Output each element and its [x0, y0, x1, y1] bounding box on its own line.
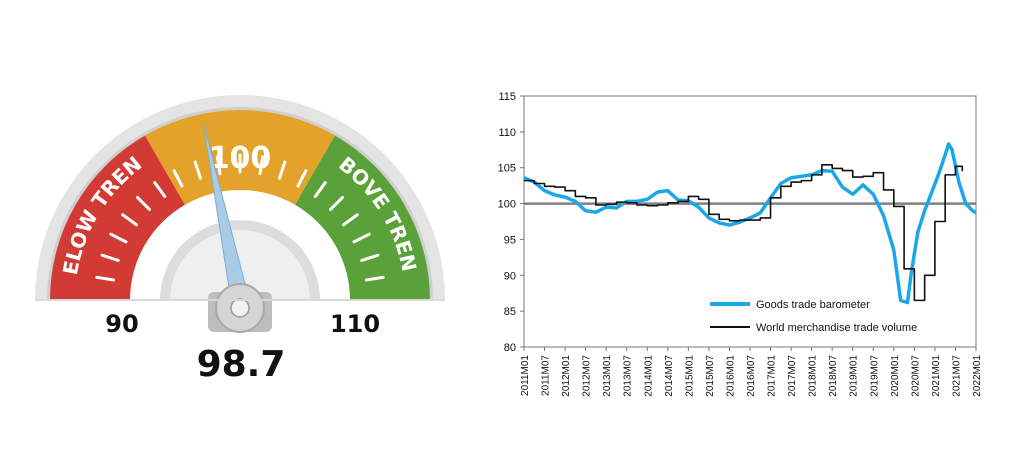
x-tick-label: 2016M01: [725, 355, 736, 397]
legend: Goods trade barometer World merchandise …: [710, 299, 917, 334]
plot-area: [523, 95, 977, 348]
gauge-ticks: [95, 153, 385, 282]
x-tick-label: 2014M01: [643, 355, 654, 397]
x-tick-label: 2015M01: [684, 355, 695, 397]
gauge-tick: [193, 160, 202, 180]
y-tick-label: 80: [504, 342, 516, 354]
y-tick-label: 95: [504, 234, 516, 246]
x-tick-label: 2013M07: [623, 355, 634, 397]
x-tick-label: 2012M07: [582, 355, 593, 397]
gauge-tick: [352, 232, 371, 244]
gauge-tick: [329, 195, 345, 211]
x-tick-label: 2018M01: [808, 355, 819, 397]
series-line-trade-volume: [524, 164, 964, 302]
gauge-tick: [215, 155, 222, 176]
x-tick-label: 2013M01: [602, 355, 613, 397]
x-tick-label: 2022M01: [972, 355, 983, 397]
y-tick-label: 105: [498, 163, 516, 175]
y-tick-label: 90: [504, 270, 516, 282]
gauge-band-below: [50, 135, 185, 300]
y-tick-label: 85: [504, 306, 516, 318]
x-tick-label: 2017M07: [787, 355, 798, 397]
legend-label-volume: World merchandise trade volume: [756, 322, 917, 334]
x-tick-label: 2015M07: [705, 355, 716, 397]
gauge-tick: [258, 155, 265, 176]
x-tick-label: 2011M01: [520, 355, 531, 396]
x-tick-label: 2019M01: [849, 355, 860, 397]
gauge-band-above: [295, 135, 430, 300]
gauge-mid-label: 100: [209, 141, 272, 176]
x-tick-label: 2020M07: [910, 355, 921, 397]
gauge-tick: [100, 253, 120, 262]
x-tick-label: 2020M01: [890, 355, 901, 397]
gauge-tick: [296, 169, 308, 188]
x-tick-label: 2019M07: [869, 355, 880, 397]
gauge-tick: [109, 232, 128, 244]
gauge-tick: [172, 169, 184, 188]
gauge-tick: [342, 213, 359, 227]
gauge-tick: [121, 213, 138, 227]
x-tick-label: 2018M07: [828, 355, 839, 397]
x-tick-label: 2021M07: [951, 355, 962, 397]
gauge-tick: [153, 181, 167, 198]
gauge-hub-center: [230, 298, 250, 318]
x-tick-label: 2021M01: [931, 355, 942, 397]
x-tick-label: 2011M07: [541, 355, 552, 396]
gauge-tick: [364, 275, 385, 282]
y-tick-label: 115: [498, 91, 516, 103]
series-group: [523, 142, 977, 305]
trade-barometer-chart: 80 85 90 95 100 105 110 115 2011M01 2011M07 2012M…: [498, 91, 983, 397]
trade-gauge: BELOW TRENDABOVE TREND100 90 110 98.7: [0, 0, 445, 385]
gauge-tick: [135, 195, 151, 211]
gauge-tick: [360, 253, 380, 262]
gauge-value-label: 98.7: [197, 344, 286, 385]
gauge-tick: [313, 181, 327, 198]
x-axis: 2011M01 2011M07 2012M01 2012M07 2013M01 2013M…: [520, 347, 983, 397]
y-tick-label: 100: [498, 199, 516, 211]
series-line-barometer: [523, 142, 977, 305]
y-axis: 80 85 90 95 100 105 110 115: [498, 91, 524, 354]
y-tick-label: 110: [498, 127, 516, 139]
x-tick-label: 2016M07: [746, 355, 757, 397]
x-tick-label: 2014M07: [664, 355, 675, 397]
x-tick-label: 2012M01: [561, 355, 572, 397]
legend-label-barometer: Goods trade barometer: [756, 299, 870, 311]
x-tick-label: 2017M01: [767, 355, 778, 397]
gauge-min-label: 90: [105, 310, 138, 338]
gauge-tick: [278, 160, 287, 180]
gauge-max-label: 110: [330, 310, 380, 338]
gauge-tick: [95, 275, 116, 282]
